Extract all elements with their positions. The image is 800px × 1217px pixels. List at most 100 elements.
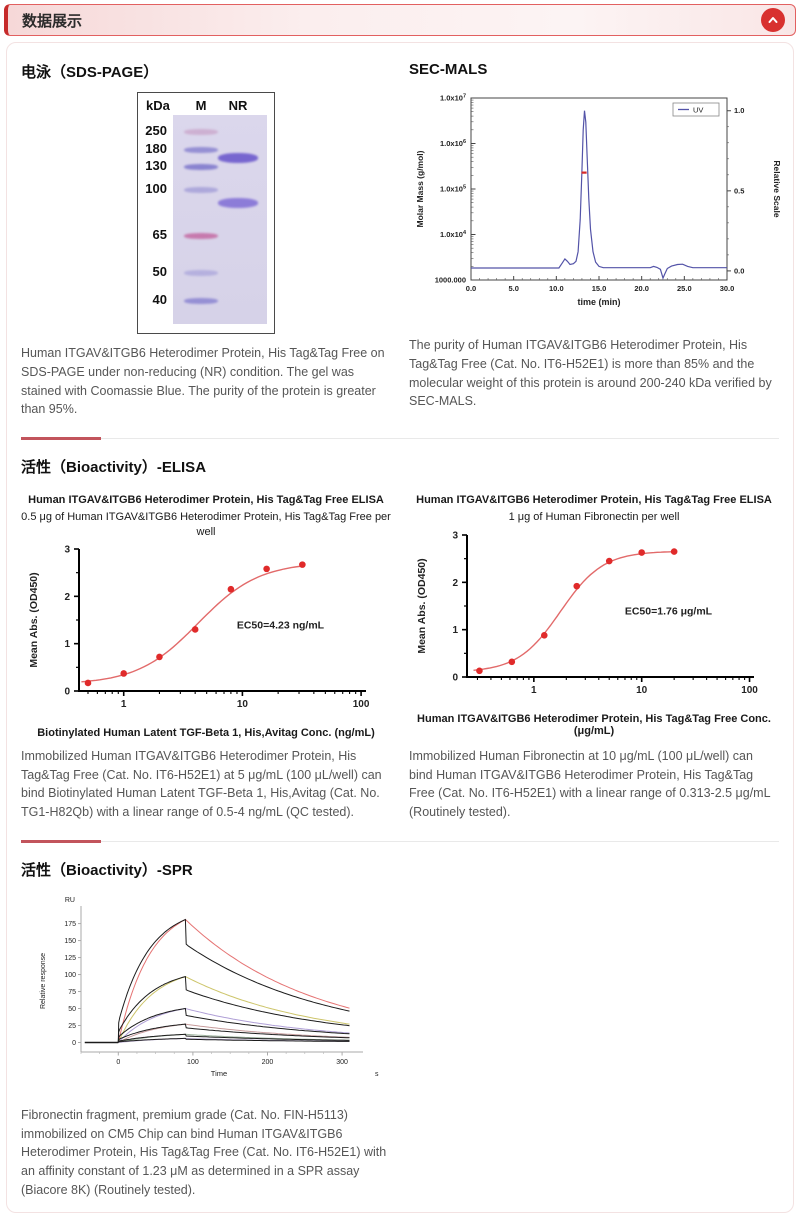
- svg-text:5.0: 5.0: [508, 284, 518, 293]
- svg-text:0: 0: [452, 672, 458, 683]
- svg-text:175: 175: [64, 921, 76, 928]
- svg-text:UV: UV: [693, 106, 703, 115]
- gel-marker-band: [184, 187, 218, 194]
- sds-page-heading: 电泳（SDS-PAGE）: [21, 64, 159, 81]
- elisa-left-xlabel: Biotinylated Human Latent TGF-Beta 1, Hi…: [37, 726, 375, 739]
- product-data-page: 数据展示 电泳（SDS-PAGE） kDa M NR 250 180 130 100 65 50…: [0, 4, 800, 1213]
- elisa-left-caption: Immobilized Human ITGAV&ITGB6 Heterodime…: [21, 748, 382, 820]
- elisa_tgfb1-annotation: EC50=4.23 ng/mL: [237, 619, 325, 631]
- spr-caption: Fibronectin fragment, premium grade (Cat…: [21, 1107, 387, 1197]
- svg-text:2: 2: [64, 592, 70, 603]
- sds-page-caption: Human ITGAV&ITGB6 Heterodimer Protein, H…: [21, 346, 385, 417]
- spr-heading: 活性（Bioactivity）-SPR: [21, 861, 193, 879]
- svg-text:25.0: 25.0: [677, 284, 692, 293]
- sds-page-section: 电泳（SDS-PAGE） kDa M NR 250 180 130 100 65 50 40 Hu…: [21, 57, 391, 419]
- elisa_tgfb1-svg: 0 1 2 3 1 10 100 Mean Abs. (OD450) EC50=4.23 ng/…: [28, 544, 370, 710]
- row-sds-secmals: 电泳（SDS-PAGE） kDa M NR 250 180 130 100 65 50 40 Hu…: [21, 57, 781, 419]
- gel-marker-band: [184, 147, 218, 154]
- spr-xlabel: Time: [211, 1069, 227, 1078]
- elisa_fibronectin-points: [476, 547, 678, 674]
- spr-svg: 0 25 50 75 100 125 150 175 0 100 200 300 RU Relative …: [40, 897, 379, 1078]
- gel-marker-band: [184, 129, 218, 136]
- svg-text:1: 1: [531, 685, 537, 696]
- svg-text:10.0: 10.0: [549, 284, 564, 293]
- sec-mals-legend: UV: [672, 102, 720, 117]
- gel-sample-band: [218, 153, 258, 164]
- elisa-right-chart: 0 1 2 3 1 10 100 Mean Abs. (OD450) EC50=1.76 μg/…: [409, 527, 779, 713]
- sec-mals-ylabel-left: Molar Mass (g/mol): [415, 150, 425, 227]
- gel-marker-weight: 40: [152, 292, 167, 307]
- svg-text:300: 300: [336, 1059, 348, 1066]
- svg-text:20.0: 20.0: [634, 284, 649, 293]
- sds-page-gel-figure: kDa M NR 250 180 130 100 65 50 40: [21, 92, 391, 334]
- content-card: 电泳（SDS-PAGE） kDa M NR 250 180 130 100 65 50 40 Hu…: [6, 42, 794, 1213]
- collapse-button[interactable]: [761, 8, 785, 32]
- svg-text:100: 100: [187, 1059, 199, 1066]
- svg-text:200: 200: [262, 1059, 274, 1066]
- elisa-left-title: Human ITGAV&ITGB6 Heterodimer Protein, H…: [28, 494, 384, 506]
- svg-text:2: 2: [452, 577, 458, 588]
- section-header-bar: 数据展示: [4, 4, 796, 36]
- svg-text:50: 50: [68, 1006, 76, 1013]
- svg-text:0: 0: [72, 1040, 76, 1047]
- svg-text:100: 100: [353, 699, 370, 710]
- gel-unit-label: kDa: [146, 98, 170, 113]
- svg-text:75: 75: [68, 989, 76, 996]
- gel-marker-weight: 50: [152, 263, 167, 279]
- sec-mals-section: SEC-MALS 1.0x107 1.0x106 1.0x105 1.0x104 100…: [409, 57, 781, 419]
- svg-text:125: 125: [64, 955, 76, 962]
- svg-text:0: 0: [116, 1059, 120, 1066]
- gel-marker-band: [184, 164, 218, 171]
- sec-mals-ylabel-right: Relative Scale: [772, 160, 781, 217]
- elisa_tgfb1-points: [84, 561, 306, 687]
- svg-text:0.0: 0.0: [734, 266, 744, 275]
- svg-text:100: 100: [64, 972, 76, 979]
- sec-mals-chart-figure: 1.0x107 1.0x106 1.0x105 1.0x104 1000.000 0.0 5…: [409, 88, 781, 328]
- spr-data-curves: [117, 918, 350, 1043]
- elisa-section: 活性（Bioactivity）-ELISA Human ITGAV&ITGB6 …: [21, 456, 779, 822]
- svg-text:25: 25: [68, 1023, 76, 1030]
- section-divider: [21, 839, 779, 843]
- svg-text:1.0x107: 1.0x107: [440, 94, 466, 103]
- svg-text:1.0x105: 1.0x105: [440, 185, 466, 194]
- spr-section: 活性（Bioactivity）-SPR 0 25 50 75 100 125 150 175 0…: [21, 859, 779, 1200]
- svg-text:0: 0: [64, 686, 70, 697]
- elisa-heading: 活性（Bioactivity）-ELISA: [21, 459, 207, 476]
- elisa-right-subtitle: 1 μg of Human Fibronectin per well: [508, 511, 680, 524]
- gel-lane-area: [173, 115, 267, 324]
- svg-text:100: 100: [741, 685, 758, 696]
- elisa_fibronectin-svg: 0 1 2 3 1 10 100 Mean Abs. (OD450) EC50=1.76 μg/…: [416, 530, 758, 696]
- svg-text:15.0: 15.0: [592, 284, 607, 293]
- elisa-left-chart: 0 1 2 3 1 10 100 Mean Abs. (OD450) EC50=4.23 ng/…: [21, 541, 391, 727]
- spr-ru-label: RU: [65, 897, 75, 904]
- elisa-right-xlabel: Human ITGAV&ITGB6 Heterodimer Protein, H…: [417, 712, 771, 737]
- sec-mals-heading: SEC-MALS: [409, 61, 488, 78]
- spr-x-unit: s: [375, 1071, 379, 1078]
- svg-text:3: 3: [64, 544, 70, 555]
- svg-text:1.0x104: 1.0x104: [440, 230, 467, 239]
- elisa-left-subtitle: 0.5 μg of Human ITGAV&ITGB6 Heterodimer …: [21, 511, 391, 538]
- elisa-right-caption: Immobilized Human Fibronectin at 10 μg/m…: [409, 748, 771, 820]
- svg-text:150: 150: [64, 938, 76, 945]
- section-divider: [21, 437, 779, 440]
- gel-lane-label: NR: [228, 98, 248, 113]
- uv-trace: [471, 110, 727, 280]
- elisa-right-figure: Human ITGAV&ITGB6 Heterodimer Protein, H…: [409, 487, 779, 739]
- gel-sample-band: [218, 198, 258, 209]
- gel-panel: kDa M NR 250 180 130 100 65 50 40: [137, 92, 275, 334]
- svg-text:1.0: 1.0: [734, 106, 744, 115]
- svg-text:10: 10: [237, 699, 249, 710]
- gel-marker-weight: 130: [145, 158, 167, 174]
- gel-marker-weight: 100: [145, 181, 167, 197]
- spr-chart-figure: 0 25 50 75 100 125 150 175 0 100 200 300 RU Relative …: [35, 894, 779, 1092]
- gel-marker-weight: 250: [145, 123, 167, 139]
- gel-marker-band: [184, 233, 218, 240]
- sec-mals-caption: The purity of Human ITGAV&ITGB6 Heterodi…: [409, 338, 772, 409]
- spr-ylabel: Relative response: [40, 953, 47, 1009]
- elisa-left-figure: Human ITGAV&ITGB6 Heterodimer Protein, H…: [21, 487, 391, 739]
- elisa-right-title: Human ITGAV&ITGB6 Heterodimer Protein, H…: [416, 494, 772, 506]
- elisa_fibronectin-ylabel: Mean Abs. (OD450): [416, 558, 428, 653]
- svg-text:1000.000: 1000.000: [435, 276, 466, 285]
- gel-lane-label: M: [195, 98, 207, 113]
